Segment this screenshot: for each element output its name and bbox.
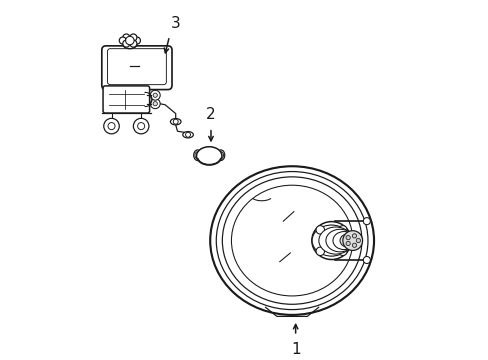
Circle shape <box>122 34 130 41</box>
Circle shape <box>346 241 349 246</box>
Circle shape <box>125 36 134 45</box>
Circle shape <box>150 99 160 109</box>
Circle shape <box>346 235 349 240</box>
Circle shape <box>130 34 137 41</box>
Circle shape <box>363 256 369 264</box>
Circle shape <box>338 247 346 256</box>
Circle shape <box>342 231 362 251</box>
Circle shape <box>173 119 178 124</box>
Circle shape <box>363 218 369 225</box>
Ellipse shape <box>318 227 352 254</box>
Ellipse shape <box>210 166 373 315</box>
Ellipse shape <box>217 150 224 161</box>
Ellipse shape <box>339 234 356 247</box>
Circle shape <box>185 132 190 137</box>
Circle shape <box>352 243 356 247</box>
Circle shape <box>150 90 160 100</box>
Circle shape <box>130 40 137 47</box>
Ellipse shape <box>123 41 136 49</box>
Ellipse shape <box>332 231 355 249</box>
Circle shape <box>315 226 324 234</box>
Circle shape <box>133 118 149 134</box>
Ellipse shape <box>193 150 201 161</box>
Circle shape <box>108 122 115 130</box>
Ellipse shape <box>311 225 350 256</box>
Ellipse shape <box>325 229 353 252</box>
Circle shape <box>137 122 144 130</box>
Circle shape <box>119 37 126 44</box>
Circle shape <box>338 226 346 234</box>
Circle shape <box>122 40 130 47</box>
Ellipse shape <box>183 131 193 138</box>
Circle shape <box>153 93 157 97</box>
Text: 3: 3 <box>171 16 181 31</box>
Circle shape <box>103 118 119 134</box>
Text: 2: 2 <box>206 107 215 122</box>
Circle shape <box>133 37 140 44</box>
Circle shape <box>356 238 360 243</box>
FancyBboxPatch shape <box>102 46 172 90</box>
Ellipse shape <box>311 222 350 260</box>
Ellipse shape <box>170 118 181 125</box>
Circle shape <box>315 247 324 256</box>
Text: 1: 1 <box>290 342 300 357</box>
FancyBboxPatch shape <box>103 86 149 113</box>
Circle shape <box>352 234 356 238</box>
Circle shape <box>153 102 157 106</box>
Ellipse shape <box>196 147 222 165</box>
